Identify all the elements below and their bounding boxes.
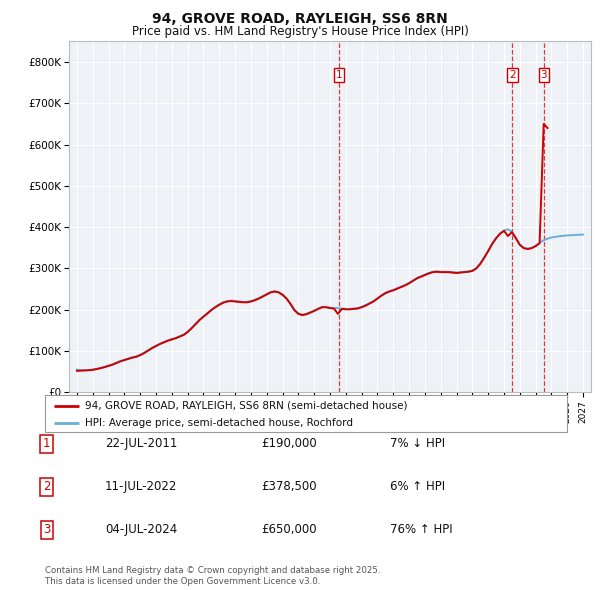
Text: 22-JUL-2011: 22-JUL-2011 — [105, 437, 178, 450]
Text: £650,000: £650,000 — [261, 523, 317, 536]
Text: 7% ↓ HPI: 7% ↓ HPI — [390, 437, 445, 450]
Text: 76% ↑ HPI: 76% ↑ HPI — [390, 523, 452, 536]
Text: 04-JUL-2024: 04-JUL-2024 — [105, 523, 177, 536]
Text: 11-JUL-2022: 11-JUL-2022 — [105, 480, 178, 493]
Text: 6% ↑ HPI: 6% ↑ HPI — [390, 480, 445, 493]
Text: 94, GROVE ROAD, RAYLEIGH, SS6 8RN (semi-detached house): 94, GROVE ROAD, RAYLEIGH, SS6 8RN (semi-… — [85, 401, 407, 411]
Text: HPI: Average price, semi-detached house, Rochford: HPI: Average price, semi-detached house,… — [85, 418, 353, 428]
Text: 1: 1 — [335, 70, 342, 80]
Text: 3: 3 — [541, 70, 547, 80]
Text: This data is licensed under the Open Government Licence v3.0.: This data is licensed under the Open Gov… — [45, 577, 320, 586]
Text: Contains HM Land Registry data © Crown copyright and database right 2025.: Contains HM Land Registry data © Crown c… — [45, 566, 380, 575]
Text: £378,500: £378,500 — [261, 480, 317, 493]
Text: 1: 1 — [43, 437, 50, 450]
Text: 3: 3 — [43, 523, 50, 536]
Text: £190,000: £190,000 — [261, 437, 317, 450]
Text: 94, GROVE ROAD, RAYLEIGH, SS6 8RN: 94, GROVE ROAD, RAYLEIGH, SS6 8RN — [152, 12, 448, 26]
Text: 2: 2 — [509, 70, 515, 80]
Text: Price paid vs. HM Land Registry's House Price Index (HPI): Price paid vs. HM Land Registry's House … — [131, 25, 469, 38]
Text: 2: 2 — [43, 480, 50, 493]
